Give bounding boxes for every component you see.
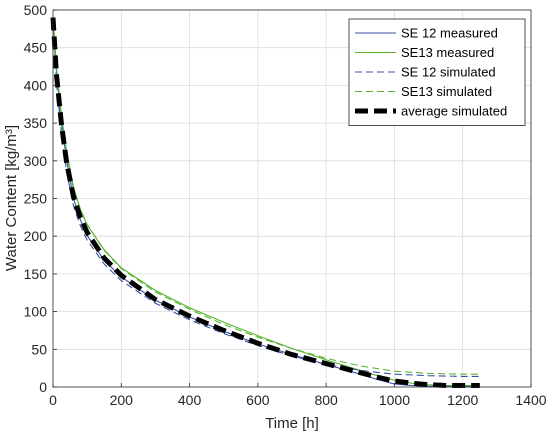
series-layer [50,17,480,388]
x-axis-title: Time [h] [265,415,319,432]
legend: SE 12 measured SE13 measured SE 12 simulat… [348,18,526,126]
legend-label: average simulated [401,104,507,119]
x-tick-label: 200 [110,392,134,408]
y-tick-label: 350 [24,115,48,131]
y-tick-label: 250 [24,191,48,207]
x-tick-label: 1200 [447,392,478,408]
legend-label: SE 12 measured [401,26,498,41]
y-axis: 0 50 100 150 200 250 300 350 400 450 500 [24,2,57,395]
y-tick-label: 500 [24,2,48,18]
x-tick-label: 800 [314,392,338,408]
series-line-3 [52,17,480,377]
legend-label: SE13 simulated [401,84,492,99]
y-tick-label: 400 [24,77,48,93]
y-tick-label: 100 [24,304,48,320]
y-tick-label: 450 [24,40,48,56]
y-axis-title: Water Content [kg/m³] [3,125,20,271]
x-tick-label: 1400 [515,392,546,408]
legend-label: SE 12 simulated [401,65,496,80]
x-tick-label: 1000 [379,392,410,408]
y-tick-label: 0 [39,379,47,395]
y-tick-label: 300 [24,153,48,169]
legend-label: SE13 measured [401,45,494,60]
grid [53,10,531,387]
y-tick-label: 50 [31,341,47,357]
x-axis: 0 200 400 600 800 1000 1200 1400 [49,383,547,408]
x-tick-label: 0 [49,392,57,408]
y-tick-label: 150 [24,266,48,282]
x-tick-label: 400 [178,392,202,408]
series-line-5 [50,17,480,388]
x-tick-label: 600 [246,392,270,408]
y-tick-label: 200 [24,228,48,244]
